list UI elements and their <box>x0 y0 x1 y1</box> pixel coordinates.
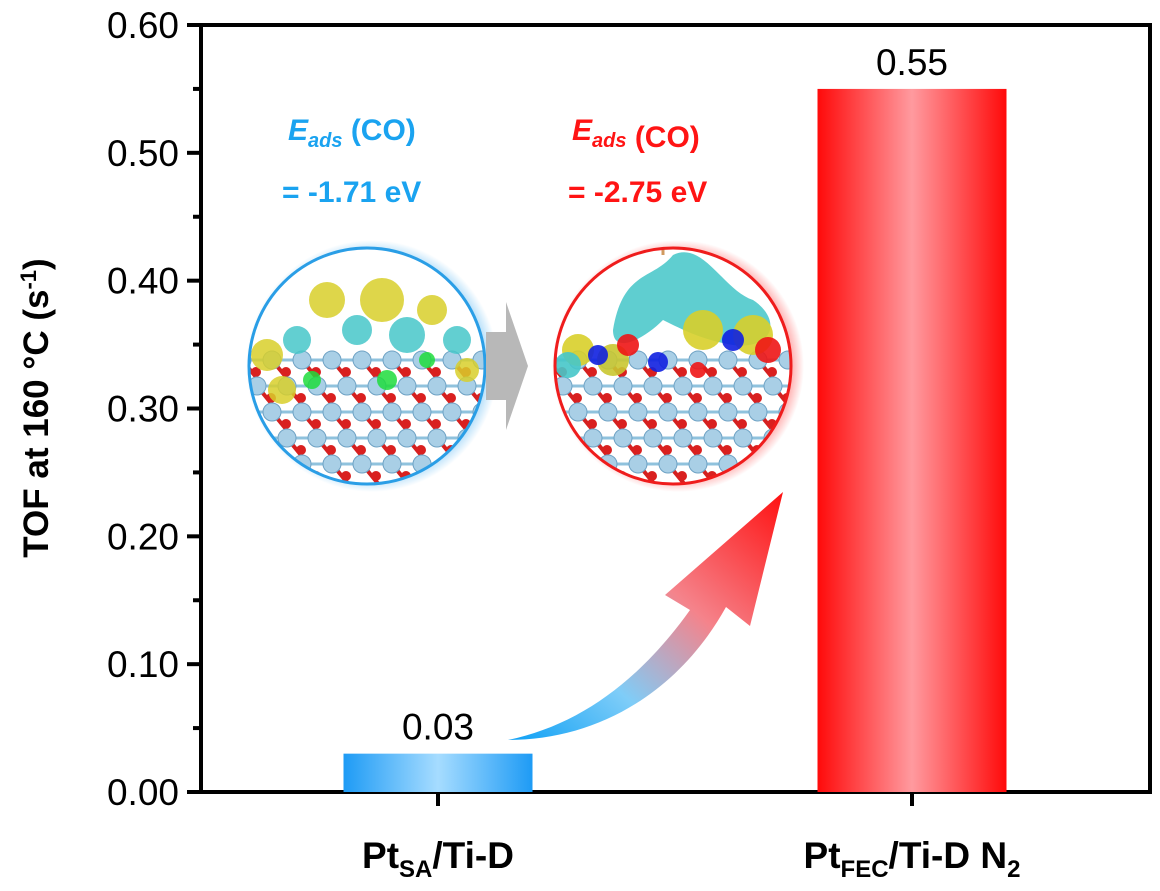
annotation-red-value: = -2.75 eV <box>568 176 707 209</box>
annotation-blue: Eads (CO) = -1.71 eV <box>282 114 421 209</box>
bar-1 <box>817 88 1007 792</box>
category-labels: PtSA/Ti-D PtFEC/Ti-D N2 <box>362 835 1020 883</box>
transition-arrow-icon <box>486 302 528 430</box>
inset-structure-blue <box>246 240 498 492</box>
improvement-arrow-icon <box>508 492 783 740</box>
data-label-1: 0.55 <box>876 42 948 83</box>
y-tick-label: 0.20 <box>107 516 179 557</box>
annotation-red: Eads (CO) = -2.75 eV <box>568 114 707 209</box>
y-axis-label-sup: -1 <box>16 270 41 290</box>
annotation-red-title: Eads (CO) <box>572 114 700 154</box>
data-labels: 0.03 0.55 <box>402 42 948 748</box>
y-tick-label: 0.10 <box>107 644 179 685</box>
bar-0 <box>343 753 533 792</box>
y-tick-label: 0.60 <box>107 5 179 46</box>
y-axis-label: TOF at 160 °C (s-1) <box>16 258 57 557</box>
y-axis-label-close: ) <box>17 258 56 270</box>
data-label-0: 0.03 <box>402 707 474 748</box>
y-axis-label-main: TOF at 160 °C (s <box>17 290 56 558</box>
inset-ring-blue <box>247 246 487 486</box>
inset-structure-red <box>552 240 804 492</box>
annotation-blue-title: Eads (CO) <box>288 114 416 152</box>
inset-ring-red <box>553 246 793 486</box>
y-tick-label: 0.30 <box>107 389 179 430</box>
y-ticks: 0.00 0.10 0.20 0.30 0.40 0.50 0.60 <box>107 5 201 813</box>
y-tick-label: 0.00 <box>107 772 179 813</box>
category-label-1: PtFEC/Ti-D N2 <box>804 835 1021 883</box>
y-tick-label: 0.40 <box>107 261 179 302</box>
annotation-blue-value: = -1.71 eV <box>282 176 421 209</box>
bars <box>343 88 1007 792</box>
y-tick-label: 0.50 <box>107 133 179 174</box>
category-label-0: PtSA/Ti-D <box>362 835 514 883</box>
